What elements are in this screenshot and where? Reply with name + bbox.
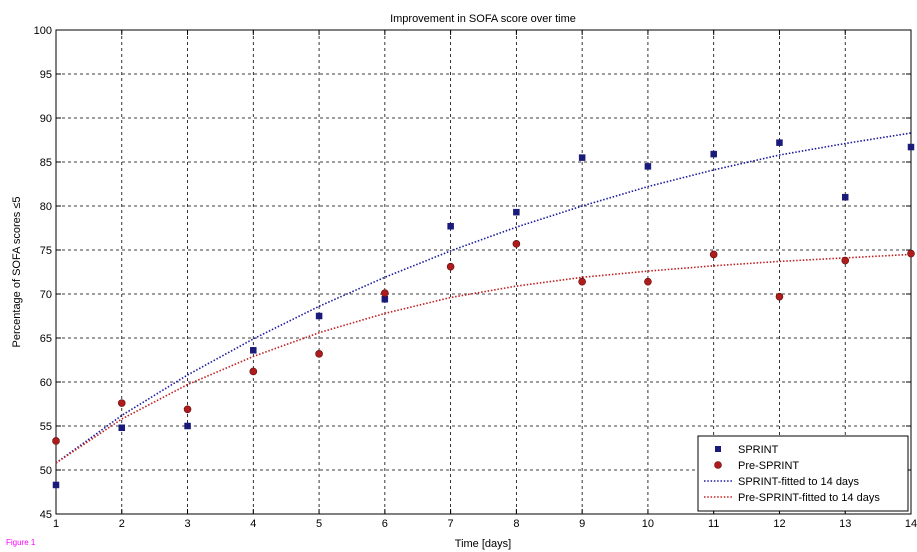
x-tick-label: 5 <box>316 518 322 530</box>
y-tick-label: 95 <box>40 69 52 81</box>
y-tick-label: 55 <box>40 421 52 433</box>
y-axis-label: Percentage of SOFA scores ≤5 <box>11 197 23 348</box>
point-sprint <box>52 481 60 489</box>
y-tick-label: 45 <box>40 509 52 521</box>
x-axis-label: Time [days] <box>455 538 511 550</box>
legend-label-pre-sprint: Pre-SPRINT <box>738 460 799 472</box>
point-pre-sprint <box>52 437 60 445</box>
fit-line-pre-sprint-fitted-to-14-days <box>55 253 912 464</box>
point-sprint <box>513 208 520 216</box>
point-sprint <box>776 139 783 146</box>
x-tick-label: 14 <box>905 518 917 530</box>
x-tick-label: 1 <box>53 518 59 530</box>
x-tick-label: 4 <box>250 518 256 530</box>
point-pre-sprint <box>644 277 652 286</box>
y-tick-label: 70 <box>40 289 52 301</box>
x-tick-label: 2 <box>119 518 125 530</box>
point-sprint <box>644 163 652 170</box>
point-pre-sprint <box>249 367 258 376</box>
y-tick-label: 85 <box>40 157 52 169</box>
y-tick-label: 65 <box>40 333 52 345</box>
x-tick-label: 10 <box>642 518 654 530</box>
x-tick-label: 7 <box>448 518 454 530</box>
point-sprint <box>118 424 126 432</box>
point-pre-sprint <box>381 289 389 297</box>
x-tick-label: 11 <box>708 518 719 530</box>
legend-label-sprint: SPRINT <box>738 444 779 456</box>
x-tick-label: 13 <box>839 518 851 530</box>
y-tick-label: 100 <box>34 25 52 37</box>
y-tick-label: 90 <box>40 113 52 125</box>
point-pre-sprint <box>183 405 192 414</box>
point-sprint <box>907 143 915 151</box>
legend-label-sprint-fitted-to-14-days: SPRINT-fitted to 14 days <box>738 476 860 488</box>
point-pre-sprint <box>315 350 323 358</box>
point-pre-sprint <box>512 240 521 248</box>
point-sprint <box>841 193 849 201</box>
legend-box <box>697 435 909 512</box>
figure-label: Figure 1 <box>6 538 36 547</box>
chart-title: Improvement in SOFA score over time <box>390 13 576 25</box>
point-sprint <box>381 296 389 303</box>
x-tick-label: 8 <box>513 518 519 530</box>
fit-curves <box>55 132 912 464</box>
y-tick-label: 75 <box>40 245 52 257</box>
x-tick-label: 9 <box>579 518 585 530</box>
point-pre-sprint <box>709 250 718 259</box>
point-sprint <box>250 347 257 354</box>
data-points <box>52 139 915 489</box>
axis-ticks: 1 2 3 4 5 6 7 8 9 10 11 12 13 14455055606570758085909… <box>34 25 917 530</box>
plot-frame <box>55 29 912 515</box>
point-sprint <box>578 154 586 161</box>
point-sprint <box>710 150 717 158</box>
legend-label-pre-sprint-fitted-to-14-days: Pre-SPRINT-fitted to 14 days <box>738 492 880 504</box>
point-pre-sprint <box>446 262 455 271</box>
legend-swatch-pre-sprint <box>714 461 722 469</box>
point-pre-sprint <box>578 277 586 286</box>
x-tick-label: 3 <box>184 518 190 530</box>
point-pre-sprint <box>775 292 784 301</box>
point-pre-sprint <box>117 399 126 407</box>
y-tick-label: 80 <box>40 201 52 213</box>
point-sprint <box>447 222 454 230</box>
point-sprint <box>315 312 323 320</box>
legend: SPRINT Pre-SPRINT SPRINT-fitted to 14 days… <box>697 435 909 512</box>
plot-area <box>56 30 911 514</box>
y-tick-label: 50 <box>40 465 52 477</box>
point-pre-sprint <box>907 249 915 258</box>
point-sprint <box>184 422 191 430</box>
y-tick-label: 60 <box>40 377 52 389</box>
point-pre-sprint <box>841 256 850 265</box>
legend-swatch-sprint <box>715 446 721 452</box>
x-tick-label: 6 <box>382 518 388 530</box>
x-tick-label: 12 <box>773 518 785 530</box>
grid-lines <box>56 30 911 514</box>
